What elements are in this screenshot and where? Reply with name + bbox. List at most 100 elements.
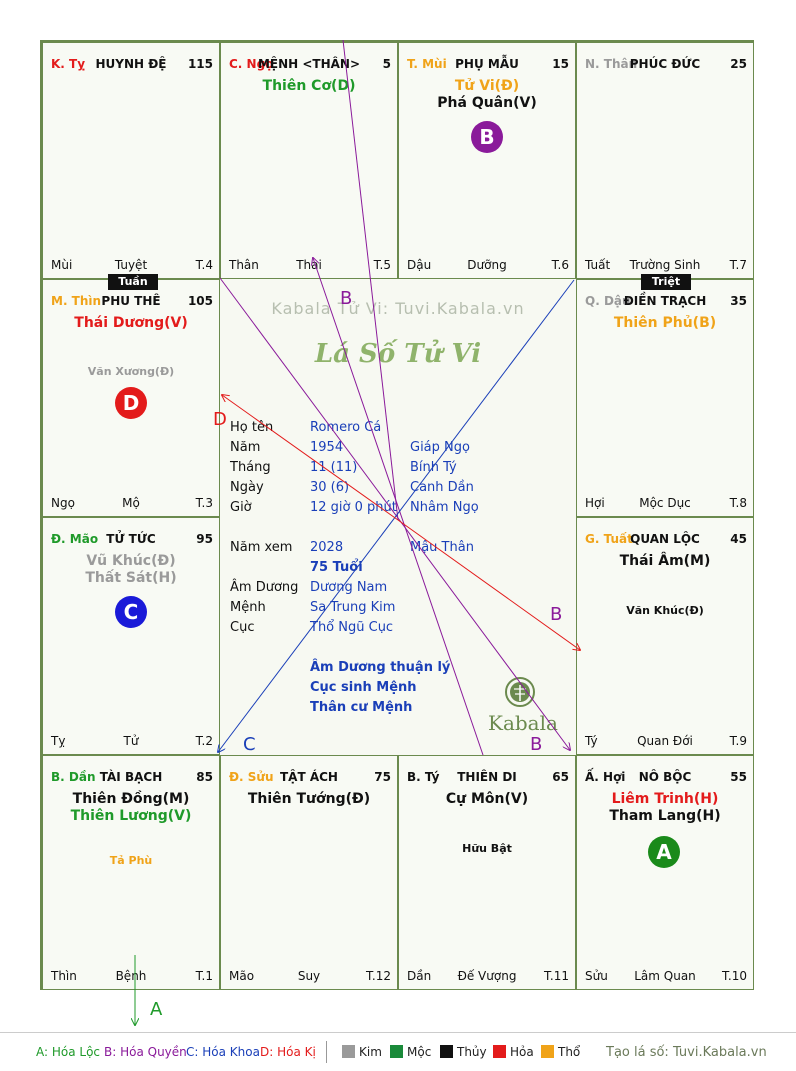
- chart-note: Cục sinh Mệnh: [310, 680, 417, 695]
- major-star: Thiên Lương(V): [70, 808, 192, 824]
- major-star: Thái Âm(M): [619, 553, 711, 569]
- info-label: Mệnh: [230, 600, 266, 615]
- major-star: Tham Lang(H): [609, 808, 721, 824]
- major-star: Vũ Khúc(Đ): [86, 553, 176, 569]
- kim-swatch: [342, 1045, 355, 1058]
- chart-note: Âm Dương thuận lý: [310, 660, 451, 675]
- chart-center: Kabala Tử Vi: Tuvi.Kabala.vn Lá Số Tử Vi…: [220, 279, 576, 755]
- create-chart-link[interactable]: Tạo lá số: Tuvi.Kabala.vn: [606, 1045, 767, 1060]
- legend-hoa: Hỏa: [493, 1045, 534, 1059]
- palace-branch: Thân: [229, 258, 259, 272]
- palace-dien-trach[interactable]: Q. Dậu ĐIỀN TRẠCH 35 Thiên Phủ(B) Hợi Mộc Dục…: [576, 279, 754, 517]
- palace-tat-ach[interactable]: Đ. Sửu TẬT ÁCH 75 Thiên Tướng(Đ) Mão Suy T.12: [220, 755, 398, 990]
- palace-age-number: 85: [196, 770, 213, 784]
- info-value: 1954: [310, 440, 344, 455]
- palace-name: HUYNH ĐỆ: [95, 57, 167, 71]
- minor-star: Hữu Bật: [462, 842, 512, 855]
- palace-age-number: 15: [552, 57, 569, 71]
- palace-stage: Trường Sinh: [629, 258, 701, 272]
- palace-tag: T.10: [722, 969, 747, 983]
- palace-quan-loc[interactable]: G. Tuất QUAN LỘC 45 Thái Âm(M) Văn Khúc(Đ) Tý…: [576, 517, 754, 755]
- major-star: Thiên Phủ(B): [613, 315, 717, 331]
- major-star: Cự Môn(V): [445, 791, 529, 807]
- palace-can-chi: Đ. Sửu: [229, 770, 274, 784]
- legend-hoa-label: Hỏa: [510, 1045, 534, 1059]
- palace-tu-tuc[interactable]: Đ. Mão TỬ TỨC 95 Vũ Khúc(Đ) Thất Sát(H) Tỵ Tử T…: [42, 517, 220, 755]
- palace-menh[interactable]: C. Ngọ MỆNH <THÂN> 5 Thiên Cơ(D) Thân Thai T.5: [220, 42, 398, 279]
- palace-phuc-duc[interactable]: N. Thân PHÚC ĐỨC 25 Tuất Trường Sinh T.7: [576, 42, 754, 279]
- info-value: Dương Nam: [310, 580, 388, 595]
- palace-age-number: 25: [730, 57, 747, 71]
- palace-stage: Lâm Quan: [634, 969, 696, 983]
- palace-branch: Hợi: [585, 496, 605, 510]
- palace-tag: T.1: [195, 969, 213, 983]
- palace-stage: Quan Đới: [637, 734, 693, 748]
- palace-stage: Mộ: [122, 496, 140, 510]
- info-label: Năm: [230, 440, 261, 455]
- palace-tai-bach[interactable]: B. Dần TÀI BẠCH 85 Thiên Đồng(M) Thiên Lương…: [42, 755, 220, 990]
- palace-can-chi: Ấ. Hợi: [585, 770, 626, 784]
- palace-tag: T.7: [729, 258, 747, 272]
- info-canchi: Bính Tý: [410, 460, 457, 475]
- info-value: 75 Tuổi: [310, 560, 363, 575]
- info-row: Năm 1954 Giáp Ngọ: [220, 440, 576, 458]
- kabala-brand: Kabala: [488, 711, 558, 735]
- major-star: Thiên Cơ(D): [262, 78, 356, 94]
- palace-phu-mau[interactable]: T. Mùi PHỤ MẪU 15 Tử Vi(Đ) Phá Quân(V) Dậu Dưỡ…: [398, 42, 576, 279]
- info-label: Giờ: [230, 500, 252, 515]
- palace-age-number: 105: [187, 294, 213, 308]
- palace-branch: Tý: [585, 734, 598, 748]
- badge-d-hoa-ki: D: [115, 387, 147, 419]
- palace-tag: T.11: [544, 969, 569, 983]
- palace-branch: Mùi: [51, 258, 73, 272]
- palace-tag: T.3: [195, 496, 213, 510]
- info-value: Thổ Ngũ Cục: [310, 620, 394, 635]
- major-star: Tử Vi(Đ): [454, 78, 520, 94]
- legend-tho: Thổ: [541, 1045, 580, 1059]
- legend-thuy: Thủy: [440, 1045, 487, 1059]
- info-value: Sa Trung Kim: [310, 600, 396, 615]
- info-label: Họ tên: [230, 420, 274, 435]
- info-label: Năm xem: [230, 540, 293, 555]
- palace-stage: Dưỡng: [467, 258, 507, 272]
- palace-name: PHU THÊ: [101, 294, 161, 308]
- major-star: Thái Dương(V): [74, 315, 188, 331]
- palace-name: PHÚC ĐỨC: [629, 57, 701, 71]
- minor-star: Tả Phù: [109, 854, 153, 867]
- palace-age-number: 45: [730, 532, 747, 546]
- chart-note: Thân cư Mệnh: [310, 700, 413, 715]
- palace-tag: T.6: [551, 258, 569, 272]
- minor-star: Văn Khúc(Đ): [626, 604, 704, 617]
- palace-name: QUAN LỘC: [630, 532, 700, 546]
- palace-tag: T.2: [195, 734, 213, 748]
- info-row: Âm Dương Dương Nam: [220, 580, 576, 598]
- palace-can-chi: B. Dần: [51, 770, 96, 784]
- palace-name: TẬT ÁCH: [280, 770, 338, 784]
- info-value: 30 (6): [310, 480, 350, 495]
- info-label: Âm Dương: [230, 580, 299, 595]
- info-row: Họ tên Romero Cá: [220, 420, 576, 438]
- palace-age-number: 35: [730, 294, 747, 308]
- hoa-swatch: [493, 1045, 506, 1058]
- legend-bar: A: Hóa Lộc B: Hóa Quyền C: Hóa Khoa D: H…: [0, 1032, 796, 1071]
- minor-star: Văn Xương(Đ): [87, 365, 175, 378]
- info-label: Tháng: [230, 460, 271, 475]
- palace-thien-di[interactable]: B. Tý THIÊN DI 65 Cự Môn(V) Hữu Bật Dần Đế Vượ…: [398, 755, 576, 990]
- palace-can-chi: M. Thìn: [51, 294, 102, 308]
- tho-swatch: [541, 1045, 554, 1058]
- palace-can-chi: K. Tỵ: [51, 57, 86, 71]
- info-row: Cục Thổ Ngũ Cục: [220, 620, 576, 638]
- info-value: Romero Cá: [310, 420, 382, 435]
- legend-kim-label: Kim: [359, 1045, 382, 1059]
- legend-moc: Mộc: [390, 1045, 431, 1059]
- palace-no-boc[interactable]: Ấ. Hợi NÔ BỘC 55 Liêm Trinh(H) Tham Lang(H) S…: [576, 755, 754, 990]
- palace-can-chi: C. Ngọ: [229, 57, 274, 71]
- palace-branch: Tuất: [585, 258, 611, 272]
- line-label-a: A: [150, 999, 163, 1020]
- palace-name: ĐIỀN TRẠCH: [623, 294, 707, 308]
- palace-age-number: 115: [187, 57, 213, 71]
- palace-name: PHỤ MẪU: [455, 57, 519, 71]
- palace-age-number: 65: [552, 770, 569, 784]
- palace-huynh-de[interactable]: K. Tỵ HUYNH ĐỆ 115 Mùi Tuyệt T.4: [42, 42, 220, 279]
- legend-kim: Kim: [342, 1045, 382, 1059]
